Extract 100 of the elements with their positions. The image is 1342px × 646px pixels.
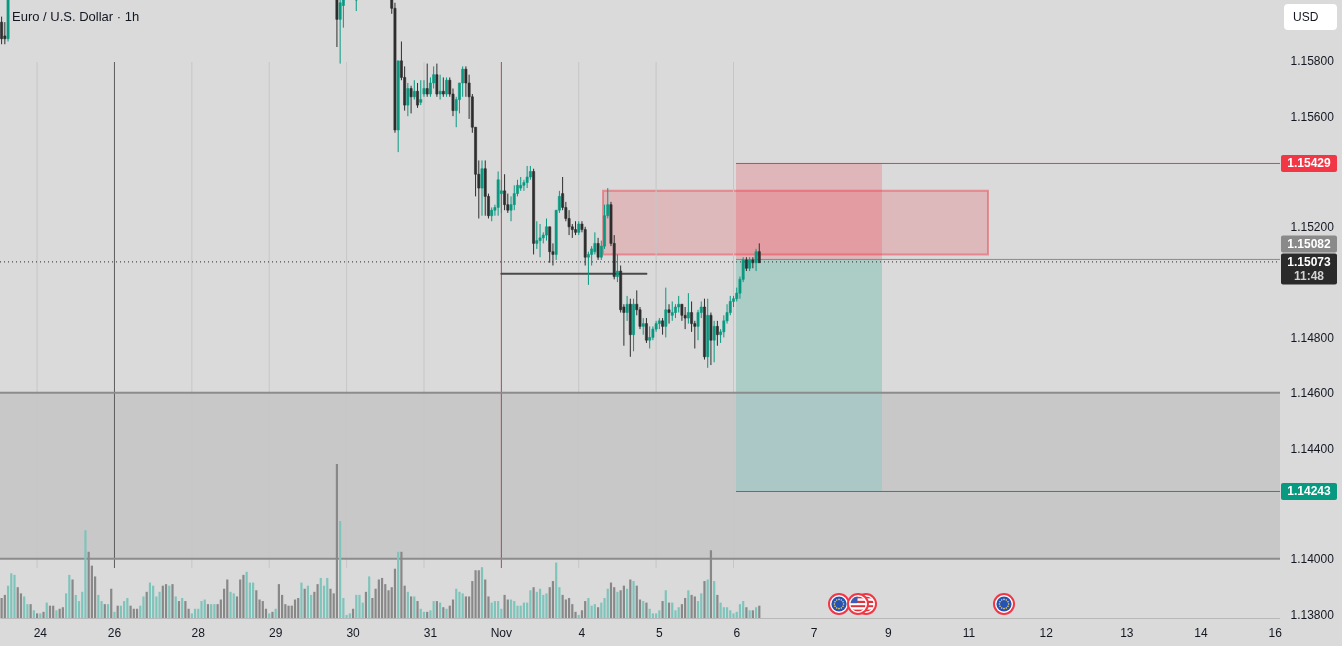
bar bbox=[84, 530, 87, 618]
bar bbox=[493, 601, 497, 618]
bar bbox=[277, 584, 280, 618]
candlestick bbox=[335, 0, 339, 48]
y-tick-label: 1.13800 bbox=[1290, 607, 1335, 622]
bar bbox=[35, 613, 39, 618]
x-tick-label: 28 bbox=[191, 625, 206, 640]
bar bbox=[126, 597, 129, 618]
x-tick-label: 13 bbox=[1120, 625, 1134, 640]
y-axis-title: USD bbox=[1284, 4, 1337, 30]
x-tick-label: 7 bbox=[810, 625, 818, 640]
bar bbox=[455, 588, 458, 618]
bar bbox=[161, 585, 164, 618]
bar bbox=[355, 594, 358, 618]
x-tick-label: 14 bbox=[1194, 625, 1208, 640]
y-tick-label: 1.14600 bbox=[1290, 386, 1335, 401]
bar bbox=[32, 610, 35, 618]
bar bbox=[177, 601, 181, 618]
bar bbox=[690, 594, 693, 618]
bar bbox=[113, 611, 116, 618]
bar bbox=[68, 574, 71, 618]
candlestick bbox=[545, 218, 548, 242]
bar bbox=[416, 601, 419, 618]
candlestick bbox=[435, 63, 439, 98]
bar bbox=[261, 601, 264, 618]
candlestick bbox=[715, 320, 719, 347]
candlestick bbox=[419, 79, 423, 106]
bar bbox=[23, 596, 26, 618]
bar bbox=[148, 582, 152, 618]
bar bbox=[142, 596, 145, 618]
bar bbox=[300, 582, 303, 618]
bar bbox=[206, 604, 210, 618]
bar bbox=[587, 597, 590, 618]
candlestick bbox=[425, 63, 429, 98]
bar bbox=[655, 613, 658, 618]
bar bbox=[545, 593, 548, 618]
bar bbox=[326, 577, 329, 618]
candlestick bbox=[683, 306, 687, 330]
bar bbox=[152, 585, 155, 618]
bar bbox=[252, 582, 255, 618]
bar bbox=[535, 591, 538, 618]
y-tick-label: 1.15200 bbox=[1290, 220, 1335, 235]
bar bbox=[497, 601, 500, 618]
bar bbox=[297, 597, 300, 618]
candlestick bbox=[616, 253, 619, 283]
bar bbox=[110, 588, 113, 618]
bar bbox=[319, 577, 322, 618]
x-tick-label: 30 bbox=[346, 625, 361, 640]
x-tick-label: Nov bbox=[490, 625, 513, 640]
bar bbox=[555, 562, 558, 618]
y-tick-label: 1.14800 bbox=[1290, 330, 1335, 345]
bar bbox=[132, 608, 135, 618]
candlestick bbox=[416, 82, 419, 109]
candlestick bbox=[503, 173, 506, 211]
bar bbox=[713, 581, 716, 618]
bar bbox=[725, 607, 729, 618]
x-tick-label: 24 bbox=[33, 625, 48, 640]
bar bbox=[380, 577, 384, 618]
bar bbox=[97, 594, 100, 618]
bar bbox=[658, 610, 661, 618]
bar bbox=[351, 608, 355, 618]
bar bbox=[626, 588, 629, 618]
x-tick-label: 11 bbox=[962, 625, 976, 640]
ref-line-label: 1.15082 bbox=[1287, 236, 1332, 251]
bar bbox=[664, 590, 667, 618]
bar bbox=[190, 613, 193, 618]
bar bbox=[477, 570, 480, 618]
bar bbox=[538, 588, 542, 618]
bar bbox=[10, 573, 13, 618]
candlestick bbox=[338, 0, 342, 65]
bar bbox=[609, 582, 613, 618]
ref-line-label: 1.15073 bbox=[1287, 254, 1332, 269]
x-tick-label: 12 bbox=[1039, 625, 1054, 640]
bar bbox=[187, 608, 190, 618]
bar bbox=[754, 607, 758, 618]
bar bbox=[729, 610, 732, 618]
bar bbox=[106, 604, 110, 618]
bar bbox=[181, 597, 184, 618]
y-tick-label: 1.14400 bbox=[1290, 441, 1335, 456]
text: 11:48 bbox=[1293, 268, 1325, 283]
bar bbox=[648, 608, 651, 618]
candlestick bbox=[354, 0, 358, 12]
x-tick-label: 9 bbox=[884, 625, 892, 640]
x-tick-label: 4 bbox=[578, 625, 586, 640]
bar bbox=[687, 590, 690, 618]
x-tick-label: 5 bbox=[656, 625, 663, 640]
bar bbox=[13, 574, 16, 618]
x-tick-label: 26 bbox=[107, 625, 122, 640]
bar bbox=[651, 613, 654, 618]
bar bbox=[0, 597, 3, 618]
bar bbox=[480, 567, 484, 618]
bar bbox=[503, 594, 506, 618]
bar bbox=[348, 613, 351, 618]
bar bbox=[210, 604, 213, 618]
x-tick-label: 16 bbox=[1268, 625, 1283, 640]
bar bbox=[3, 594, 6, 618]
bar bbox=[145, 591, 148, 618]
candlestick bbox=[3, 21, 7, 45]
bar bbox=[606, 588, 609, 618]
bar bbox=[364, 591, 368, 618]
